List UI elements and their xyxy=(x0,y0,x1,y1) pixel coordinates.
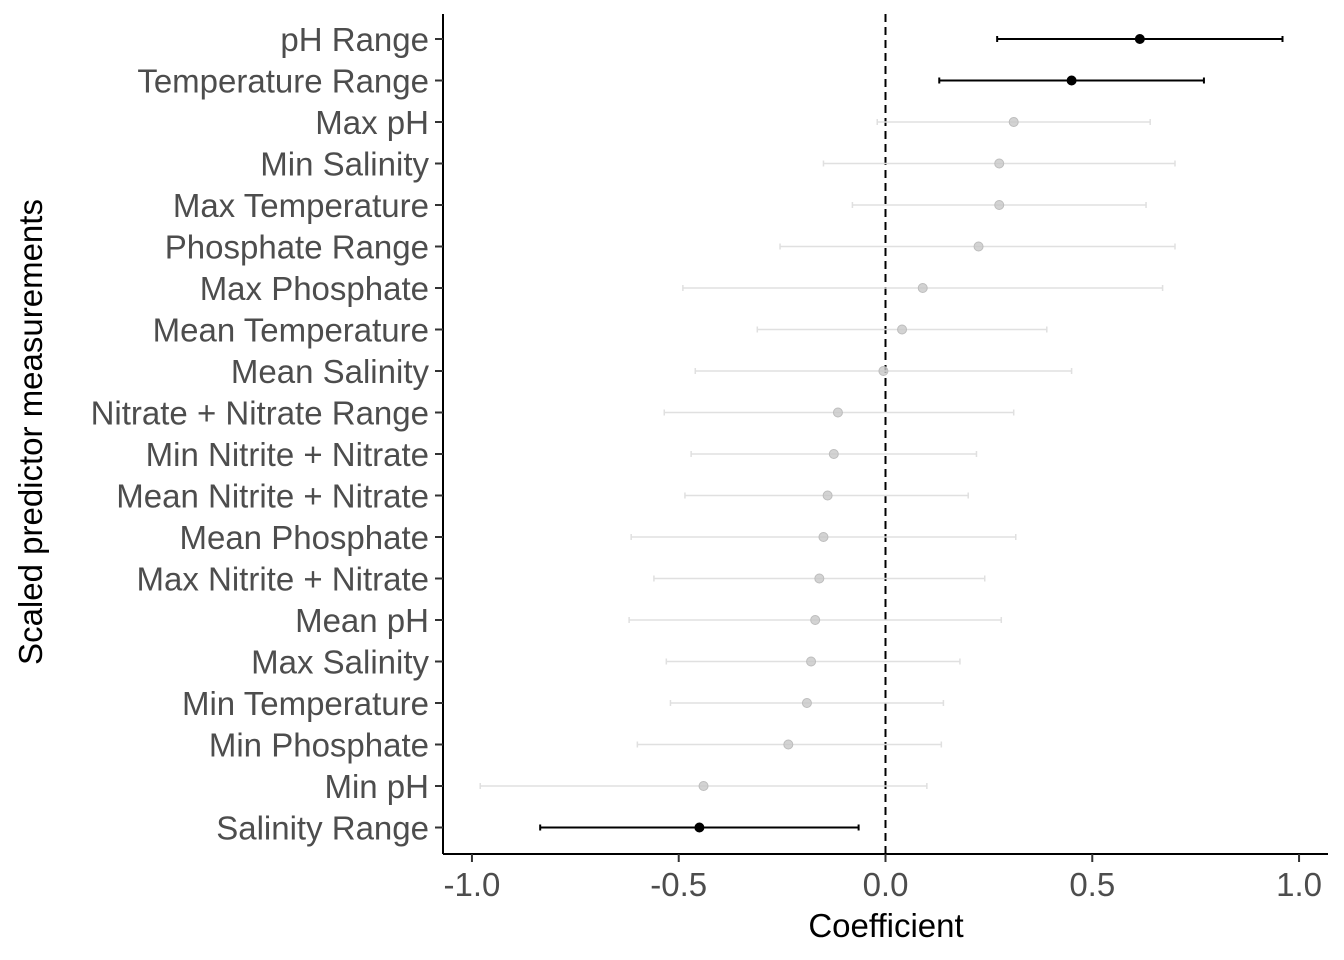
predictor-label: pH Range xyxy=(280,21,429,58)
predictor-label: Min Salinity xyxy=(260,146,429,183)
coefficient-point xyxy=(994,158,1005,169)
x-axis-title: Coefficient xyxy=(808,907,963,944)
chart-marks: -1.0 -0.5 0.0 0.5 1.0 pH Range Temperature Ran… xyxy=(91,14,1328,903)
predictor-label: Nitrate + Nitrate Range xyxy=(91,395,429,432)
predictor-label: Min pH xyxy=(324,768,429,805)
predictor-label: Min Temperature xyxy=(182,685,429,722)
x-tick-label: 0.5 xyxy=(1069,866,1115,903)
coefficient-point xyxy=(810,615,821,625)
predictor-label: Max Salinity xyxy=(251,644,429,681)
coefficient-point xyxy=(1008,117,1019,127)
predictor-label: Salinity Range xyxy=(216,810,429,847)
coefficient-point xyxy=(917,283,928,293)
predictor-label: Min Phosphate xyxy=(209,727,429,764)
coefficient-point xyxy=(698,781,709,791)
coefficient-point xyxy=(806,656,817,667)
coefficient-point xyxy=(822,490,833,501)
predictor-label: Mean Nitrite + Nitrate xyxy=(116,478,429,515)
predictor-label: Max pH xyxy=(315,104,429,141)
x-tick-label: 1.0 xyxy=(1276,866,1322,903)
x-tick-label: -0.5 xyxy=(650,866,707,903)
predictor-label: Max Phosphate xyxy=(200,270,429,307)
coefficient-point xyxy=(832,407,843,418)
coefficient-point xyxy=(828,449,839,459)
coefficient-point xyxy=(801,698,812,708)
predictor-label: Mean pH xyxy=(295,602,429,639)
x-tick-label: -1.0 xyxy=(444,866,501,903)
coefficient-point xyxy=(994,200,1005,210)
y-axis-title: Scaled predictor measurements xyxy=(12,199,49,665)
predictor-label: Mean Temperature xyxy=(153,312,429,349)
coefficient-point xyxy=(783,739,794,750)
coefficient-point xyxy=(694,822,705,833)
x-tick-label: 0.0 xyxy=(863,866,909,903)
predictor-label: Max Temperature xyxy=(173,187,429,224)
predictor-label: Phosphate Range xyxy=(165,229,429,266)
coefficient-point xyxy=(878,366,889,376)
coefficient-point xyxy=(1134,34,1145,44)
predictor-label: Mean Phosphate xyxy=(179,519,429,556)
coefficient-point xyxy=(1066,75,1077,86)
predictor-label: Min Nitrite + Nitrate xyxy=(146,436,429,473)
coefficient-point xyxy=(814,573,825,584)
coefficient-point xyxy=(897,324,908,335)
predictor-label: Mean Salinity xyxy=(231,353,430,390)
predictor-label: Temperature Range xyxy=(137,63,429,100)
predictor-label: Max Nitrite + Nitrate xyxy=(137,561,430,598)
coefficient-point xyxy=(818,532,829,542)
coefficient-point xyxy=(973,241,984,252)
